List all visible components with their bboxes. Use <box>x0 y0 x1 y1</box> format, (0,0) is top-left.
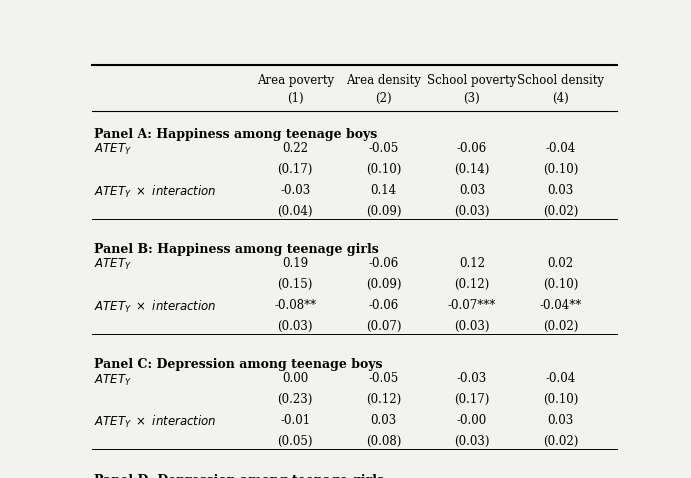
Text: (0.14): (0.14) <box>454 163 490 176</box>
Text: (0.03): (0.03) <box>278 320 313 333</box>
Text: -0.06: -0.06 <box>368 299 399 312</box>
Text: 0.03: 0.03 <box>370 414 397 427</box>
Text: -0.00: -0.00 <box>457 414 487 427</box>
Text: (0.10): (0.10) <box>366 163 401 176</box>
Text: -0.07***: -0.07*** <box>448 299 496 312</box>
Text: -0.04**: -0.04** <box>539 299 581 312</box>
Text: Panel A: Happiness among teenage boys: Panel A: Happiness among teenage boys <box>95 128 378 141</box>
Text: $\mathit{ATET}_{Y}\ \times\ \mathit{interaction}$: $\mathit{ATET}_{Y}\ \times\ \mathit{inte… <box>95 184 217 200</box>
Text: (0.07): (0.07) <box>366 320 401 333</box>
Text: (0.10): (0.10) <box>542 393 578 406</box>
Text: $\mathit{ATET}_{Y}$: $\mathit{ATET}_{Y}$ <box>95 257 133 272</box>
Text: School density: School density <box>517 74 604 87</box>
Text: (0.04): (0.04) <box>278 205 313 218</box>
Text: (0.05): (0.05) <box>278 435 313 448</box>
Text: Area density: Area density <box>346 74 421 87</box>
Text: 0.03: 0.03 <box>547 184 574 197</box>
Text: -0.06: -0.06 <box>368 257 399 270</box>
Text: (0.03): (0.03) <box>454 435 490 448</box>
Text: 0.22: 0.22 <box>282 142 308 155</box>
Text: -0.03: -0.03 <box>280 184 310 197</box>
Text: (0.08): (0.08) <box>366 435 401 448</box>
Text: 0.19: 0.19 <box>282 257 308 270</box>
Text: Panel B: Happiness among teenage girls: Panel B: Happiness among teenage girls <box>95 243 379 256</box>
Text: Panel D: Depression among teenage girls: Panel D: Depression among teenage girls <box>95 474 384 478</box>
Text: (0.09): (0.09) <box>366 205 401 218</box>
Text: -0.04: -0.04 <box>545 372 576 385</box>
Text: 0.12: 0.12 <box>459 257 485 270</box>
Text: $\mathit{ATET}_{Y}\ \times\ \mathit{interaction}$: $\mathit{ATET}_{Y}\ \times\ \mathit{inte… <box>95 414 217 431</box>
Text: (0.12): (0.12) <box>454 278 490 291</box>
Text: (0.02): (0.02) <box>542 205 578 218</box>
Text: (0.15): (0.15) <box>278 278 313 291</box>
Text: (2): (2) <box>375 92 392 105</box>
Text: (0.10): (0.10) <box>542 163 578 176</box>
Text: School poverty: School poverty <box>427 74 517 87</box>
Text: $\mathit{ATET}_{Y}\ \times\ \mathit{interaction}$: $\mathit{ATET}_{Y}\ \times\ \mathit{inte… <box>95 299 217 315</box>
Text: Panel C: Depression among teenage boys: Panel C: Depression among teenage boys <box>95 358 383 371</box>
Text: $\mathit{ATET}_{Y}$: $\mathit{ATET}_{Y}$ <box>95 142 133 157</box>
Text: 0.02: 0.02 <box>547 257 574 270</box>
Text: (0.23): (0.23) <box>278 393 313 406</box>
Text: (0.09): (0.09) <box>366 278 401 291</box>
Text: (0.02): (0.02) <box>542 320 578 333</box>
Text: -0.04: -0.04 <box>545 142 576 155</box>
Text: 0.03: 0.03 <box>459 184 485 197</box>
Text: (0.10): (0.10) <box>542 278 578 291</box>
Text: -0.05: -0.05 <box>368 142 399 155</box>
Text: (0.17): (0.17) <box>454 393 490 406</box>
Text: $\mathit{ATET}_{Y}$: $\mathit{ATET}_{Y}$ <box>95 372 133 388</box>
Text: (0.03): (0.03) <box>454 320 490 333</box>
Text: 0.14: 0.14 <box>370 184 397 197</box>
Text: -0.08**: -0.08** <box>274 299 316 312</box>
Text: (4): (4) <box>552 92 569 105</box>
Text: Area poverty: Area poverty <box>256 74 334 87</box>
Text: (0.12): (0.12) <box>366 393 401 406</box>
Text: (0.03): (0.03) <box>454 205 490 218</box>
Text: 0.00: 0.00 <box>282 372 308 385</box>
Text: (0.02): (0.02) <box>542 435 578 448</box>
Text: -0.01: -0.01 <box>280 414 310 427</box>
Text: -0.06: -0.06 <box>457 142 487 155</box>
Text: -0.05: -0.05 <box>368 372 399 385</box>
Text: 0.03: 0.03 <box>547 414 574 427</box>
Text: (3): (3) <box>464 92 480 105</box>
Text: (0.17): (0.17) <box>278 163 313 176</box>
Text: -0.03: -0.03 <box>457 372 487 385</box>
Text: (1): (1) <box>287 92 303 105</box>
